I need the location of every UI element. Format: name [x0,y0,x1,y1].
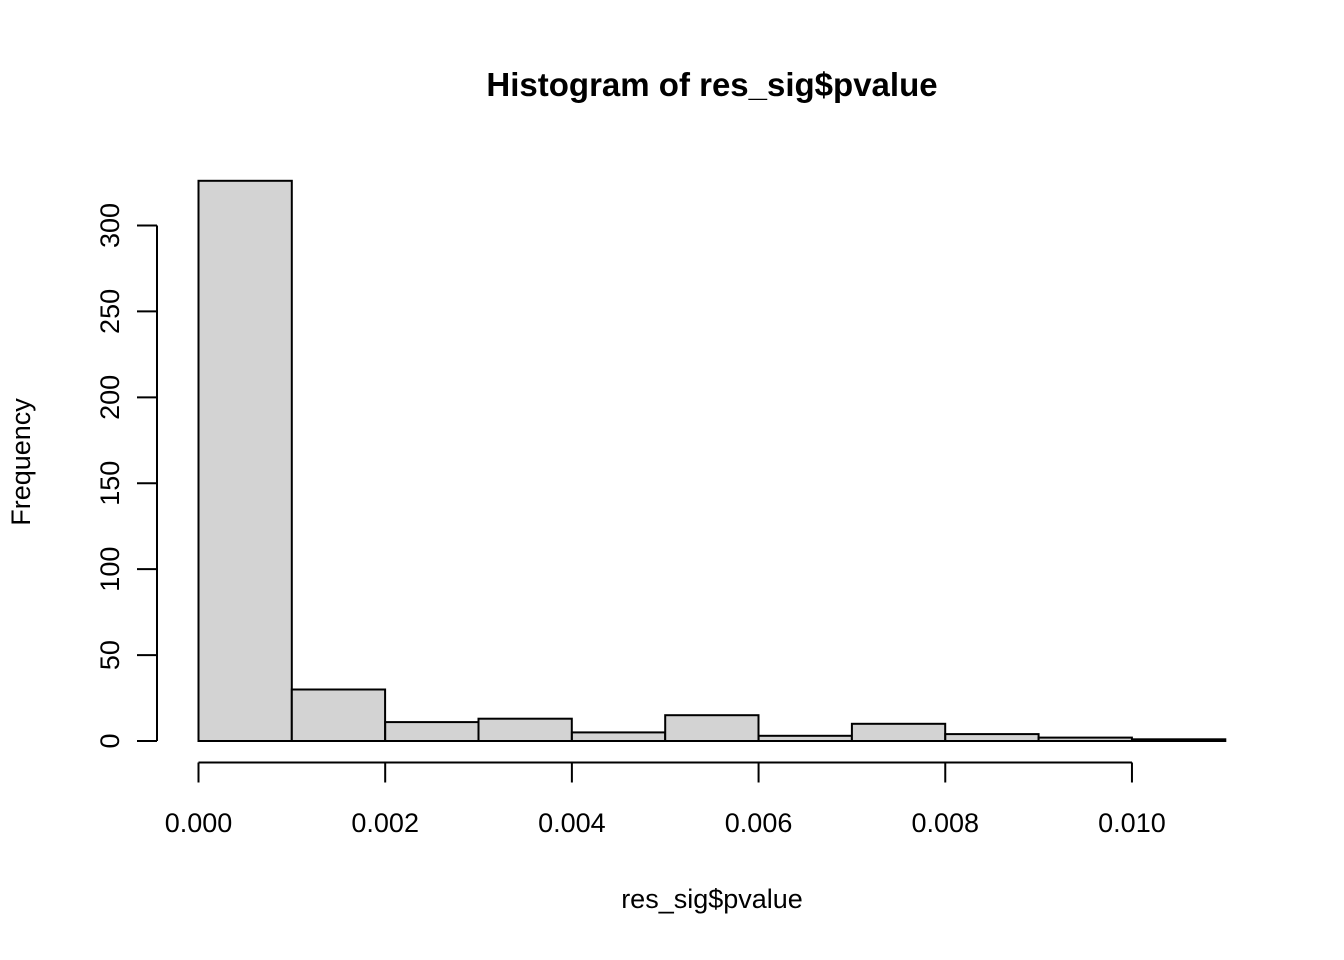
x-tick-label: 0.006 [725,808,793,838]
histogram-bars [197,179,1227,743]
x-tick-label: 0.004 [538,808,606,838]
histogram-bar [197,179,293,743]
histogram-bar [1131,738,1227,742]
y-axis: 0 50 100 150 200 250 300 [95,203,158,749]
x-axis: 0.000 0.002 0.004 0.006 0.008 0.010 [165,761,1166,838]
plot-title: Histogram of res_sig$pvalue [486,66,937,103]
x-tick-label: 0.002 [351,808,419,838]
histogram-bar [384,721,480,742]
y-tick-label: 0 [95,733,125,748]
histogram-bar [1037,736,1133,742]
x-tick-label: 0.000 [165,808,233,838]
histogram-bar [664,714,760,743]
histogram-bar [944,733,1040,742]
y-tick-label: 50 [95,640,125,670]
y-tick-label: 250 [95,289,125,334]
histogram-bar [757,734,853,742]
y-axis-title: Frequency [6,398,36,526]
histogram-bar [477,717,573,743]
histogram-bar [290,688,387,742]
y-tick-label: 150 [95,461,125,506]
y-tick-label: 100 [95,547,125,592]
x-tick-label: 0.010 [1098,808,1166,838]
histogram-bar [850,722,947,742]
y-tick-label: 300 [95,203,125,248]
x-tick-label: 0.008 [911,808,979,838]
y-tick-label: 200 [95,375,125,420]
x-axis-title: res_sig$pvalue [621,884,803,914]
histogram-bar [570,731,667,743]
